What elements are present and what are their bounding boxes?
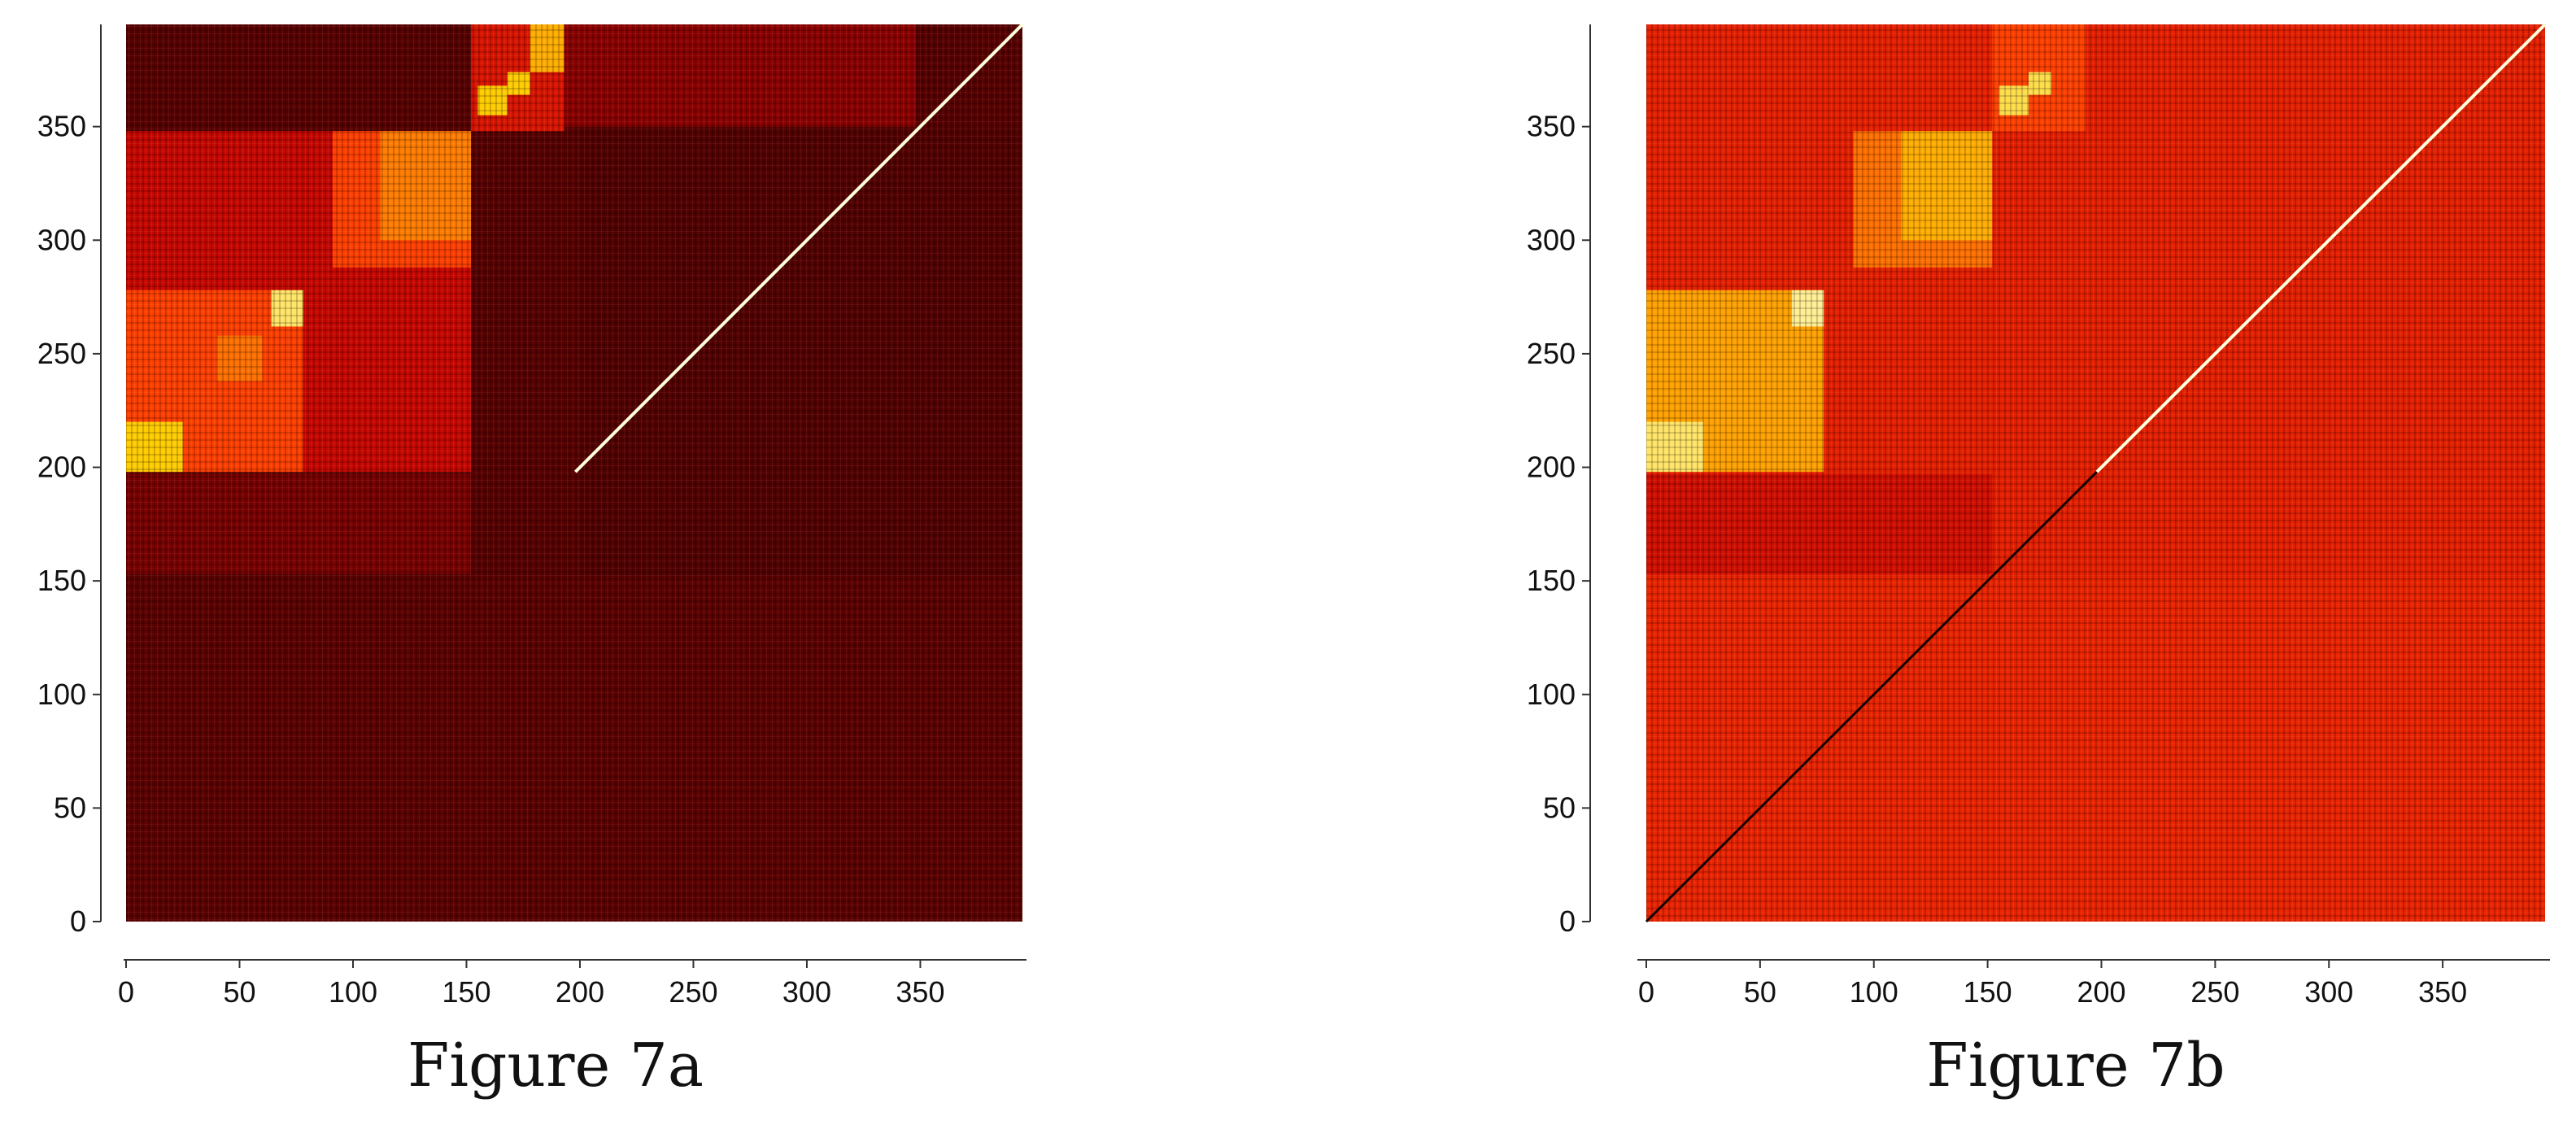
x-tick-label: 150 [442, 975, 490, 1009]
figure-caption-b: Figure 7b [1926, 1031, 2225, 1101]
x-tick-label: 350 [896, 975, 944, 1009]
x-tick-label: 50 [1744, 975, 1776, 1009]
x-tick-label: 250 [2190, 975, 2239, 1009]
heatmap-panel-b: 0 50 100 150 200 250 300 350 0 50 100 150 200 250 300 3… [1527, 23, 2550, 1009]
x-tick-label: 200 [2077, 975, 2125, 1009]
y-tick-label: 300 [37, 223, 86, 256]
y-tick-label: 50 [1543, 791, 1576, 824]
x-tick-label: 350 [2418, 975, 2467, 1009]
x-tick-label: 200 [556, 975, 604, 1009]
y-tick-label: 250 [1527, 337, 1576, 370]
y-tick-label: 150 [1527, 564, 1576, 597]
heatmap-bright-diagonal [2095, 23, 2547, 473]
x-tick-label: 300 [2304, 975, 2353, 1009]
x-tick-label: 250 [669, 975, 717, 1009]
y-tick-label: 100 [1527, 678, 1576, 711]
y-tick-label: 0 [70, 905, 86, 938]
y-tick-label: 150 [37, 564, 86, 597]
heatmap-panel-a: 0 50 100 150 200 250 300 350 0 50 100 150 200 250 300 3… [37, 23, 1026, 1009]
y-tick-label: 50 [54, 791, 86, 824]
y-tick-label: 100 [37, 678, 86, 711]
y-tick-label: 300 [1527, 223, 1576, 256]
x-tick-label: 300 [782, 975, 831, 1009]
heatmap-bright-diagonal [573, 23, 1024, 473]
x-tick-label: 0 [118, 975, 134, 1009]
y-tick-label: 350 [1527, 110, 1576, 143]
x-tick-label: 0 [1638, 975, 1654, 1009]
y-tick-label: 0 [1559, 905, 1576, 938]
x-tick-label: 100 [1850, 975, 1898, 1009]
y-tick-label: 350 [37, 110, 86, 143]
y-tick-label: 200 [1527, 451, 1576, 484]
x-tick-label: 150 [1964, 975, 2012, 1009]
y-tick-label: 250 [37, 337, 86, 370]
figure-caption-a: Figure 7a [408, 1031, 704, 1101]
x-tick-label: 50 [223, 975, 255, 1009]
x-tick-label: 100 [329, 975, 377, 1009]
y-tick-label: 200 [37, 451, 86, 484]
